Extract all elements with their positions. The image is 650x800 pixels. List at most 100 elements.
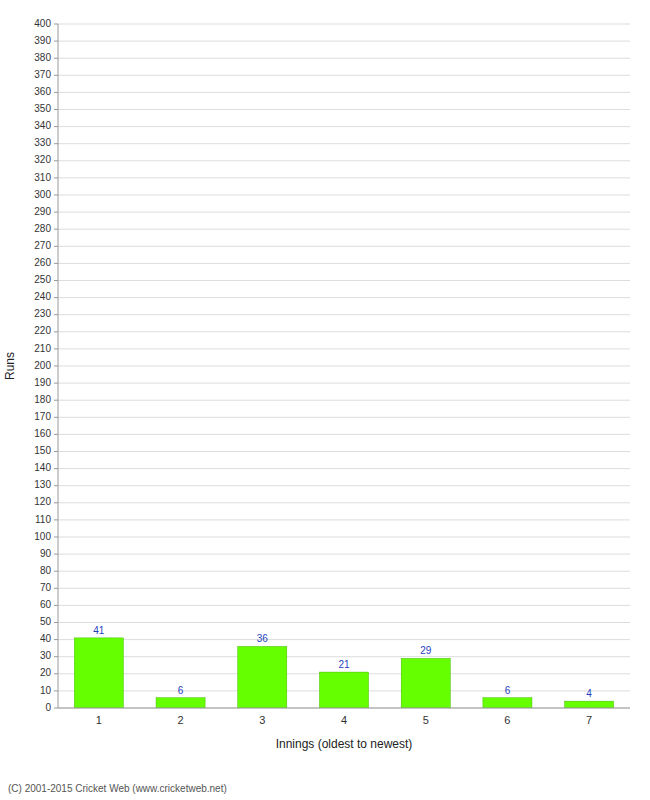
y-tick-label: 270 <box>34 240 51 251</box>
y-tick <box>54 605 58 606</box>
y-tick-label: 210 <box>34 343 51 354</box>
y-tick-label: 220 <box>34 325 51 336</box>
y-tick-label: 400 <box>34 18 51 29</box>
y-tick <box>54 109 58 110</box>
y-tick <box>54 519 58 520</box>
y-tick-label: 230 <box>34 308 51 319</box>
y-tick-label: 340 <box>34 120 51 131</box>
y-tick-label: 260 <box>34 257 51 268</box>
y-tick-label: 80 <box>40 565 52 576</box>
y-tick-label: 310 <box>34 172 51 183</box>
y-tick <box>54 177 58 178</box>
y-tick-label: 320 <box>34 154 51 165</box>
y-tick-label: 140 <box>34 462 51 473</box>
x-tick-label: 1 <box>96 714 102 726</box>
x-tick-label: 3 <box>259 714 265 726</box>
grid-line <box>58 708 630 709</box>
bars <box>74 638 613 708</box>
y-tick <box>54 126 58 127</box>
y-tick-label: 360 <box>34 86 51 97</box>
y-tick <box>54 229 58 230</box>
y-tick <box>54 195 58 196</box>
x-axis-label: Innings (oldest to newest) <box>276 737 413 751</box>
grid-line <box>58 58 630 59</box>
y-tick-label: 250 <box>34 274 51 285</box>
y-tick <box>54 468 58 469</box>
y-tick <box>54 451 58 452</box>
chart: 0102030405060708090100110120130140150160… <box>0 0 650 800</box>
y-tick <box>54 434 58 435</box>
data-labels: 41636212964 <box>93 625 592 699</box>
data-label: 21 <box>338 659 350 670</box>
y-tick <box>54 690 58 691</box>
y-tick <box>54 160 58 161</box>
y-tick-label: 190 <box>34 377 51 388</box>
y-tick <box>54 554 58 555</box>
bar <box>319 672 368 708</box>
y-axis-label: Runs <box>3 352 17 380</box>
bar <box>565 701 614 708</box>
y-tick-label: 130 <box>34 479 51 490</box>
y-tick <box>54 143 58 144</box>
y-tick-label: 380 <box>34 52 51 63</box>
y-tick <box>54 24 58 25</box>
grid-line <box>58 571 630 572</box>
grid-line <box>58 468 630 469</box>
x-tick-label: 7 <box>586 714 592 726</box>
data-label: 29 <box>420 645 432 656</box>
y-tick <box>54 622 58 623</box>
y-tick-label: 240 <box>34 291 51 302</box>
grid-line <box>58 160 630 161</box>
grid <box>58 24 630 708</box>
y-tick <box>54 297 58 298</box>
y-tick <box>54 92 58 93</box>
grid-line <box>58 348 630 349</box>
footer: (C) 2001-2015 Cricket Web (www.cricketwe… <box>8 783 227 794</box>
grid-line <box>58 366 630 367</box>
y-tick-label: 10 <box>40 685 52 696</box>
bar <box>483 698 532 708</box>
grid-line <box>58 177 630 178</box>
grid-line <box>58 229 630 230</box>
y-tick <box>54 537 58 538</box>
y-tick-label: 370 <box>34 69 51 80</box>
grid-line <box>58 434 630 435</box>
y-tick <box>54 383 58 384</box>
y-tick-label: 330 <box>34 137 51 148</box>
bar <box>74 638 123 708</box>
y-tick-label: 110 <box>35 514 51 525</box>
grid-line <box>58 451 630 452</box>
y-tick-label: 280 <box>34 223 51 234</box>
y-tick-label: 40 <box>40 633 52 644</box>
bar <box>401 658 450 708</box>
y-axis-line <box>58 24 59 708</box>
data-label: 6 <box>505 685 511 696</box>
y-tick <box>54 485 58 486</box>
y-tick <box>54 75 58 76</box>
y-tick-label: 300 <box>34 189 51 200</box>
y-tick-label: 70 <box>40 582 52 593</box>
y-tick-label: 30 <box>40 650 52 661</box>
grid-line <box>58 519 630 520</box>
grid-line <box>58 109 630 110</box>
x-tick-label: 5 <box>423 714 429 726</box>
y-tick <box>54 314 58 315</box>
y-tick <box>54 58 58 59</box>
y-tick-label: 60 <box>40 599 52 610</box>
y-tick <box>54 280 58 281</box>
data-label: 4 <box>586 688 592 699</box>
grid-line <box>58 605 630 606</box>
y-tick <box>54 588 58 589</box>
y-tick <box>54 673 58 674</box>
x-tick-label: 4 <box>341 714 347 726</box>
grid-line <box>58 622 630 623</box>
grid-line <box>58 280 630 281</box>
y-tick-label: 290 <box>34 206 51 217</box>
y-tick <box>54 502 58 503</box>
y-tick-label: 100 <box>34 531 51 542</box>
grid-line <box>58 588 630 589</box>
y-tick-label: 50 <box>40 616 52 627</box>
grid-line <box>58 24 630 25</box>
y-tick <box>54 263 58 264</box>
grid-line <box>58 417 630 418</box>
